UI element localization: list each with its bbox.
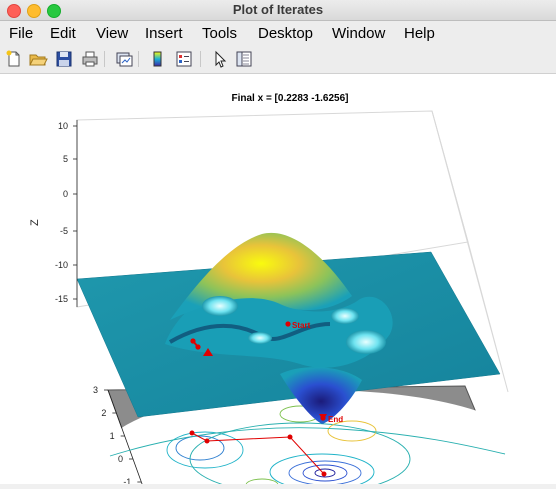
end-label: End (328, 415, 343, 424)
menu-window[interactable]: Window (332, 25, 386, 42)
end-marker (319, 414, 327, 420)
y-tick-label: 1 (110, 431, 115, 441)
y-tick-label: 0 (118, 454, 123, 464)
property-inspector-icon[interactable] (234, 49, 254, 69)
surface-pit (280, 367, 362, 424)
menu-view[interactable]: View (96, 25, 129, 42)
menu-help[interactable]: Help (404, 25, 435, 42)
iterate-point (285, 321, 291, 327)
z-tick-label: -15 (55, 294, 68, 304)
contour-line (302, 464, 348, 482)
plot-title: Final x = [0.2283 -1.6256] (231, 93, 348, 104)
y-tick-label: 3 (93, 385, 98, 395)
title-bar: Plot of Iterates (0, 0, 556, 21)
new-figure-icon[interactable] (4, 49, 24, 69)
contour-line (166, 431, 244, 469)
legend-icon[interactable] (174, 49, 194, 69)
z-tick-label: -10 (55, 260, 68, 270)
menu-bar: File Edit View Insert Tools Desktop Wind… (0, 21, 556, 45)
start-label: Start (292, 321, 311, 330)
z-tick-label: 10 (58, 121, 68, 131)
iterate-point (321, 471, 327, 477)
z-tick-label: 0 (63, 189, 68, 199)
zoom-window-button[interactable] (47, 4, 61, 18)
surface-highlight (346, 330, 386, 354)
z-tick-label: -5 (60, 226, 68, 236)
iterate-point (190, 338, 196, 344)
surface-highlight (248, 332, 272, 344)
contour-line (327, 420, 377, 442)
menu-file[interactable]: File (9, 25, 34, 42)
iterate-point (189, 430, 195, 436)
side-wall (431, 110, 509, 393)
toolbar-separator (104, 51, 105, 67)
contour-line (314, 468, 336, 478)
floor-disc (103, 390, 533, 489)
colorbar-icon[interactable] (148, 49, 168, 69)
print-icon[interactable] (80, 49, 100, 69)
iterate-path-floor (191, 432, 325, 475)
toolbar-separator (138, 51, 139, 67)
surface-highlight (331, 308, 359, 324)
open-file-icon[interactable] (28, 49, 48, 69)
iterate-point (287, 434, 293, 440)
menu-edit[interactable]: Edit (50, 25, 76, 42)
menu-desktop[interactable]: Desktop (258, 25, 314, 42)
iterate-point (195, 344, 201, 350)
figure-canvas[interactable]: StartEnd-15-10-50510Z-3-2-10123Y-3-2-101… (0, 74, 556, 489)
toolbar-separator (200, 51, 201, 67)
figure-toolbar (0, 45, 556, 74)
contour-line (189, 422, 411, 489)
z-axis-label: Z (29, 219, 41, 226)
y-tick-label: 2 (101, 408, 106, 418)
close-window-button[interactable] (7, 4, 21, 18)
surface-highlight (202, 296, 238, 316)
contour-line (269, 453, 375, 489)
save-icon[interactable] (54, 49, 74, 69)
link-plot-icon[interactable] (114, 49, 134, 69)
pointer-icon[interactable] (210, 49, 230, 69)
iterate-marker (203, 348, 213, 356)
menu-tools[interactable]: Tools (202, 25, 238, 42)
menu-insert[interactable]: Insert (145, 25, 183, 42)
y-tick-label: -1 (123, 477, 131, 484)
window-title: Plot of Iterates (232, 2, 324, 17)
contour-line (175, 435, 225, 461)
contour-line (109, 427, 506, 457)
iterate-point (204, 438, 210, 444)
z-tick-label: 5 (63, 154, 68, 164)
plot-axes[interactable]: StartEnd-15-10-50510Z-3-2-10123Y-3-2-101… (0, 74, 556, 489)
minimize-window-button[interactable] (27, 4, 41, 18)
